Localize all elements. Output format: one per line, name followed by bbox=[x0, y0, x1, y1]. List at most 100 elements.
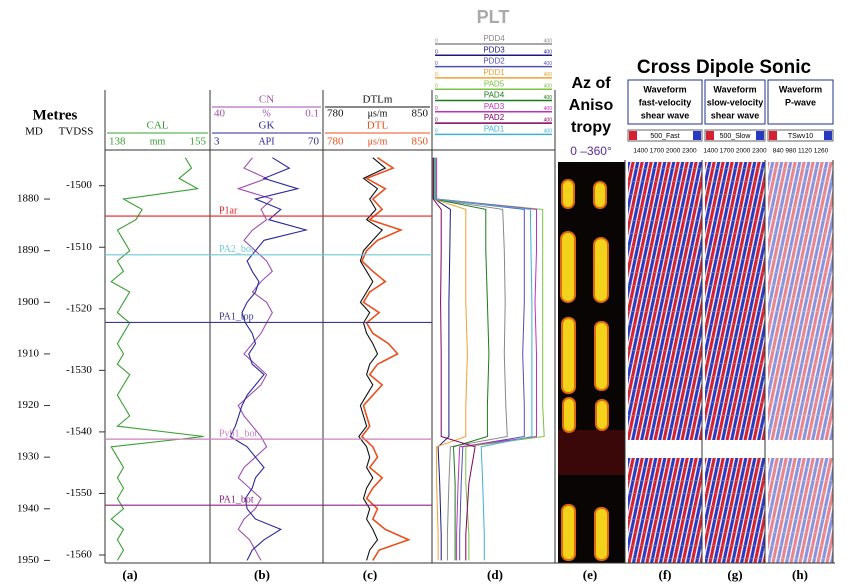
tvdss-tick-label: -1530 bbox=[66, 364, 92, 376]
plt-curve bbox=[436, 157, 537, 561]
anisotropy-title: tropy bbox=[571, 119, 611, 136]
legend-scale-max: 400 bbox=[544, 84, 553, 90]
curve-box bbox=[627, 129, 703, 142]
sonic-header-box bbox=[767, 79, 834, 125]
legend-label: PAD4 bbox=[484, 91, 505, 100]
legend-scale-min: 0 bbox=[435, 95, 438, 101]
legend-scale-max: 400 bbox=[544, 117, 553, 123]
curve-name: CN bbox=[259, 94, 274, 106]
marker-label: Pyb1_bot bbox=[219, 428, 258, 439]
waveform-images bbox=[628, 162, 833, 563]
log-curve bbox=[360, 157, 411, 561]
curve-swatch bbox=[824, 131, 832, 140]
legend-label: PAD2 bbox=[484, 113, 505, 122]
legend-label: PDD4 bbox=[483, 34, 505, 43]
tvdss-tick-label: -1510 bbox=[66, 241, 92, 253]
md-tick-label: 1880 bbox=[17, 193, 40, 205]
anisotropy-image bbox=[558, 162, 625, 563]
legend-scale-max: 400 bbox=[544, 38, 553, 44]
curve-name: TSwv10 bbox=[788, 133, 813, 140]
curve-box bbox=[767, 129, 834, 142]
legend-label: PAD5 bbox=[484, 79, 505, 88]
sonic-header-text: Waveform bbox=[713, 84, 756, 94]
scale-min: 3 bbox=[214, 136, 220, 148]
legend-scale-min: 0 bbox=[435, 50, 438, 56]
sonic-header-text: shear wave bbox=[711, 110, 760, 120]
md-tick-label: 1930 bbox=[17, 451, 40, 463]
legend-scale-max: 400 bbox=[544, 106, 553, 112]
legend-label: PDD1 bbox=[483, 68, 505, 77]
log-curve bbox=[110, 157, 204, 561]
panel-label: (g) bbox=[727, 567, 742, 582]
scale-max: 850 bbox=[412, 108, 429, 120]
legend-scale-min: 0 bbox=[435, 72, 438, 78]
panel-label: (d) bbox=[487, 567, 503, 582]
sonic-header-text: Waveform bbox=[779, 84, 822, 94]
scale-max: 0.1 bbox=[305, 108, 319, 120]
md-tick-label: 1920 bbox=[17, 399, 40, 411]
tvdss-tick-label: -1540 bbox=[66, 425, 92, 437]
md-tick-label: 1940 bbox=[17, 502, 40, 514]
legend-scale-max: 400 bbox=[544, 72, 553, 78]
plt-title: PLT bbox=[477, 7, 510, 27]
plt-curve bbox=[433, 157, 508, 561]
scale-max: 155 bbox=[190, 136, 207, 148]
curve-swatch bbox=[629, 131, 637, 140]
md-tick-label: 1910 bbox=[17, 347, 40, 359]
panel-label: (c) bbox=[363, 567, 377, 582]
tvdss-tick-label: -1560 bbox=[66, 549, 92, 561]
scale-unit: μs/m bbox=[368, 108, 388, 119]
plt-curve bbox=[434, 157, 451, 561]
scale-min: 780 bbox=[327, 108, 344, 120]
curve-name: CAL bbox=[147, 120, 169, 132]
legend-label: PDD2 bbox=[483, 57, 505, 66]
plt-curve bbox=[434, 157, 525, 561]
curve-name: 500_Slow bbox=[720, 133, 752, 140]
plt-curve bbox=[432, 157, 476, 561]
anisotropy-range: 0 –360° bbox=[570, 144, 612, 158]
curve-name: DTLm bbox=[363, 94, 393, 106]
sonic-header-text: slow-velocity bbox=[707, 97, 764, 107]
legend-label: PDD3 bbox=[483, 45, 505, 54]
md-tick-label: 1890 bbox=[17, 244, 40, 256]
md-tick-label: 1950 bbox=[17, 554, 40, 566]
md-label: MD bbox=[25, 126, 43, 138]
log-curve bbox=[229, 157, 309, 561]
curve-box bbox=[704, 129, 766, 142]
tvdss-tick-label: -1500 bbox=[66, 179, 92, 191]
legend-scale-min: 0 bbox=[435, 117, 438, 123]
legend-scale-min: 0 bbox=[435, 129, 438, 135]
legend-scale-min: 0 bbox=[435, 106, 438, 112]
legend-scale-min: 0 bbox=[435, 38, 438, 44]
curve-swatch bbox=[769, 131, 777, 140]
panel-label: (b) bbox=[254, 567, 270, 582]
curve-swatch bbox=[706, 131, 714, 140]
plt-curve bbox=[434, 157, 533, 561]
curve-name: DTL bbox=[367, 120, 389, 132]
scale-min: 780 bbox=[327, 136, 344, 148]
legend-scale-min: 0 bbox=[435, 84, 438, 90]
plt-curve bbox=[433, 157, 490, 561]
marker-label: PA1_top bbox=[219, 312, 254, 323]
curve-swatch bbox=[693, 131, 701, 140]
scale-max: 70 bbox=[308, 136, 320, 148]
marker-label: P1ar bbox=[219, 205, 238, 216]
sonic-title: Cross Dipole Sonic bbox=[637, 57, 812, 78]
legend-label: PAD1 bbox=[484, 125, 505, 134]
depth-title: Metres bbox=[33, 107, 78, 123]
curve-scale: 1400 1700 2000 2300 bbox=[633, 148, 697, 155]
scale-min: 40 bbox=[214, 108, 226, 120]
sonic-header-box bbox=[704, 79, 766, 125]
curve-name: 500_Fast bbox=[650, 133, 679, 140]
sonic-header-text: P-wave bbox=[785, 97, 816, 107]
curve-swatch bbox=[756, 131, 764, 140]
panel-label: (f) bbox=[659, 567, 672, 582]
scale-unit: mm bbox=[150, 136, 166, 147]
anisotropy-title: Az of bbox=[571, 75, 611, 92]
legend-scale-max: 400 bbox=[544, 129, 553, 135]
tvdss-tick-label: -1520 bbox=[66, 302, 92, 314]
panel-label: (e) bbox=[583, 567, 597, 582]
scale-min: 138 bbox=[109, 136, 126, 148]
